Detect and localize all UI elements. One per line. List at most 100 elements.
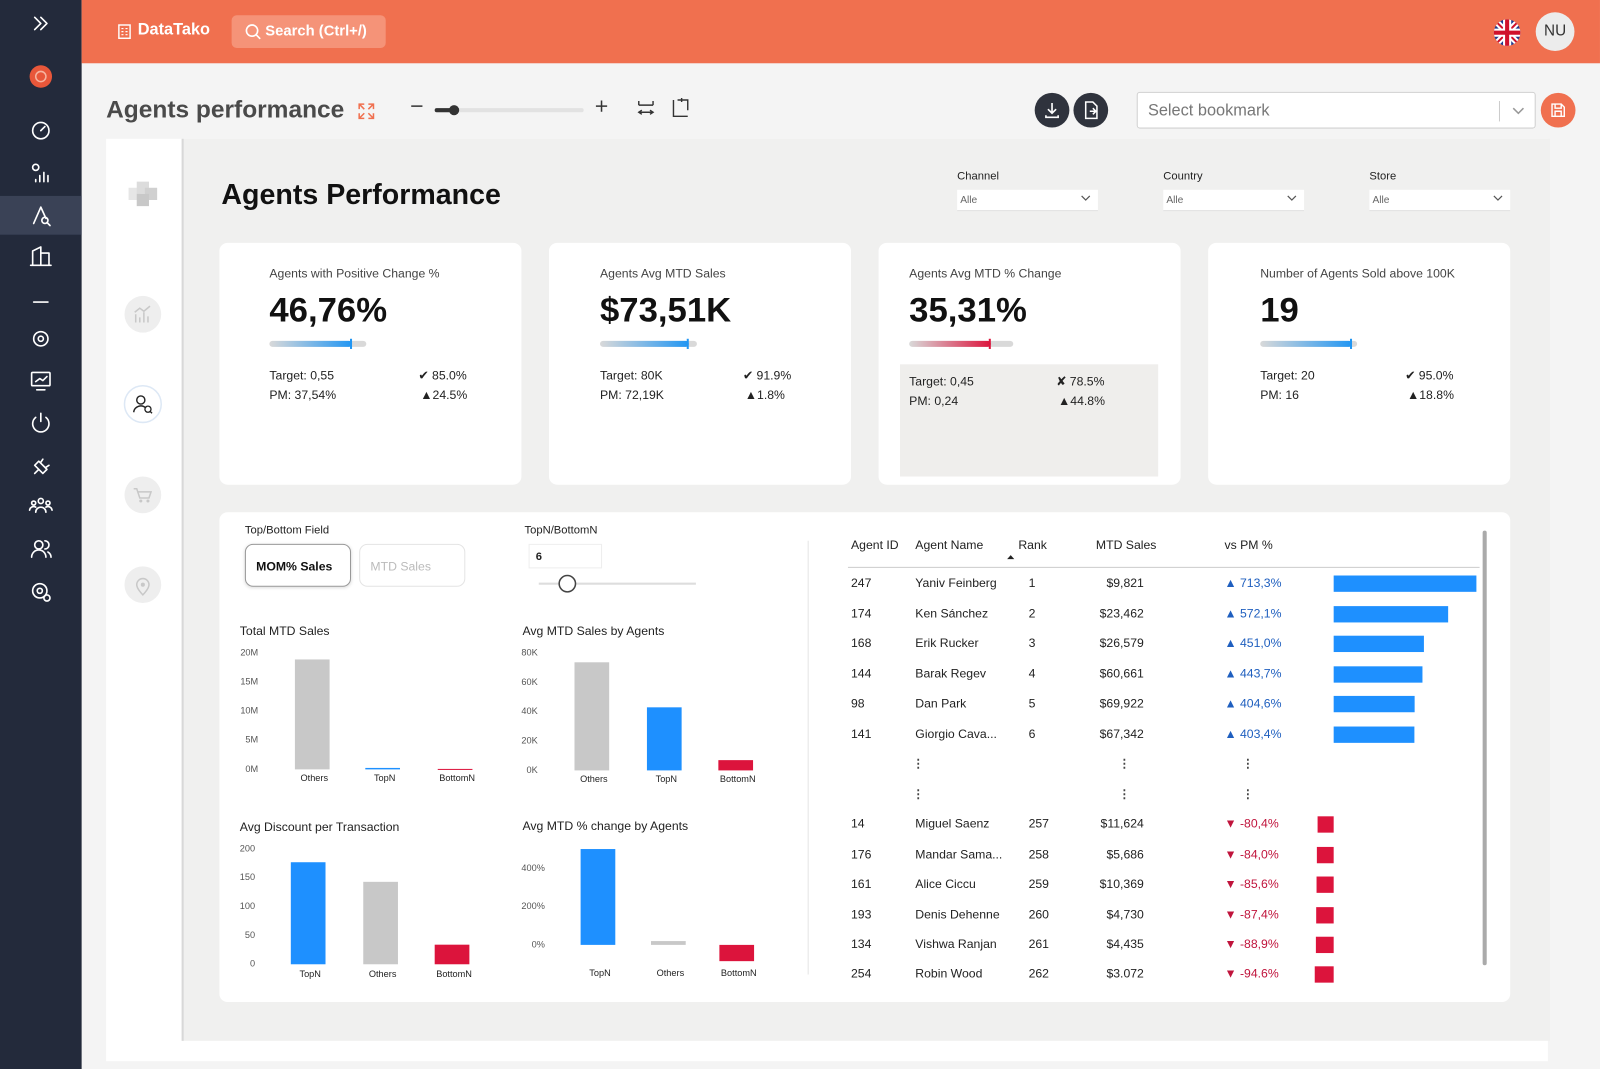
kpi-previous: PM: 37,54% bbox=[269, 387, 337, 403]
x-tick-label: Others bbox=[301, 773, 329, 783]
table-cell: 168 bbox=[851, 636, 872, 650]
nav-item[interactable] bbox=[29, 246, 52, 267]
chart-title: Avg Discount per Transaction bbox=[240, 820, 400, 834]
nav-item[interactable] bbox=[28, 497, 53, 514]
x-tick-label: BottomN bbox=[439, 773, 475, 783]
kpi-value: 46,76% bbox=[269, 290, 388, 330]
vs-pm-bar bbox=[1333, 726, 1415, 743]
report-nav-item[interactable] bbox=[124, 295, 162, 333]
nav-item[interactable] bbox=[31, 121, 50, 140]
nav-item[interactable] bbox=[32, 206, 51, 227]
user-avatar[interactable]: NU bbox=[1535, 12, 1575, 52]
nav-item[interactable] bbox=[33, 458, 50, 475]
bar bbox=[651, 941, 686, 945]
table-cell: ▼ -88,9% bbox=[1224, 937, 1278, 951]
table-cell: 261 bbox=[1029, 937, 1050, 951]
slicer-label: TopN/BottomN bbox=[524, 524, 598, 537]
table-cell: 6 bbox=[1029, 727, 1036, 741]
vs-pm-bar bbox=[1333, 575, 1477, 592]
kpi-title: Agents Avg MTD % Change bbox=[909, 266, 1062, 281]
brand: DataTako bbox=[137, 21, 211, 39]
scrollbar[interactable] bbox=[1482, 530, 1487, 966]
y-tick-label: 10M bbox=[240, 706, 258, 716]
y-tick-label: 5M bbox=[245, 735, 258, 745]
slider-knob[interactable] bbox=[558, 574, 577, 593]
kpi-previous: PM: 0,24 bbox=[909, 393, 959, 409]
table-cell: 247 bbox=[851, 576, 872, 590]
table-cell: Robin Wood bbox=[915, 967, 982, 981]
select-divider bbox=[1498, 101, 1500, 122]
y-tick-label: 100 bbox=[240, 901, 255, 911]
search-button[interactable]: Search (Ctrl+/) bbox=[231, 15, 386, 48]
detail-panel bbox=[219, 512, 1511, 1003]
download-button[interactable] bbox=[1034, 92, 1070, 128]
slicer-option[interactable]: MTD Sales bbox=[359, 543, 466, 587]
bookmark-select[interactable]: Select bookmark bbox=[1136, 91, 1536, 129]
vs-pm-bar bbox=[1316, 907, 1334, 924]
filter-dropdown[interactable]: Alle bbox=[957, 189, 1098, 212]
y-tick-label: 200 bbox=[240, 843, 255, 853]
report-nav-item[interactable] bbox=[124, 566, 162, 604]
table-cell: Dan Park bbox=[915, 696, 967, 710]
kpi-target: Target: 20 bbox=[1260, 368, 1315, 383]
bar bbox=[437, 768, 473, 770]
x-tick-label: TopN bbox=[299, 969, 320, 979]
fullscreen-icon[interactable] bbox=[357, 102, 375, 120]
table-cell: $5,686 bbox=[1106, 847, 1144, 861]
nav-item[interactable] bbox=[30, 539, 52, 558]
chevron bbox=[1286, 192, 1298, 207]
ellipsis: ⋮ bbox=[1242, 757, 1254, 771]
slicer-option[interactable]: MOM% Sales bbox=[244, 543, 352, 587]
table-cell: Denis Dehenne bbox=[915, 908, 1000, 922]
y-tick-label: 20K bbox=[521, 735, 538, 745]
nav-item[interactable] bbox=[32, 330, 49, 347]
language-flag[interactable] bbox=[1493, 18, 1522, 47]
nav-item[interactable] bbox=[31, 582, 51, 602]
bar bbox=[434, 944, 470, 965]
table-cell: 257 bbox=[1029, 817, 1050, 831]
table-cell: 254 bbox=[851, 967, 872, 981]
table-cell: $9,821 bbox=[1106, 576, 1144, 590]
ellipsis: ⋮ bbox=[912, 757, 924, 771]
table-cell: 144 bbox=[851, 667, 872, 681]
column-header: Rank bbox=[1018, 538, 1047, 552]
x-tick-label: TopN bbox=[656, 774, 677, 784]
nav-item[interactable] bbox=[30, 371, 51, 391]
report-nav-item[interactable] bbox=[124, 476, 162, 514]
zoom-control[interactable] bbox=[406, 94, 697, 125]
table-cell: 260 bbox=[1029, 908, 1050, 922]
kpi-progress bbox=[909, 340, 991, 347]
nav-item[interactable] bbox=[31, 412, 50, 433]
table-cell: $3.072 bbox=[1106, 967, 1144, 981]
ellipsis: ⋮ bbox=[1118, 787, 1130, 801]
filter-dropdown[interactable]: Alle bbox=[1163, 189, 1305, 212]
nav-item[interactable] bbox=[31, 163, 49, 183]
logo[interactable] bbox=[29, 65, 53, 88]
table-cell: ▲ 572,1% bbox=[1224, 607, 1281, 621]
filter-value: Alle bbox=[960, 194, 978, 207]
save-button[interactable] bbox=[1540, 92, 1576, 128]
brand-icon bbox=[118, 24, 131, 39]
kpi-progress-tick bbox=[349, 338, 352, 349]
kpi-title: Number of Agents Sold above 100K bbox=[1260, 266, 1455, 281]
export-button[interactable] bbox=[1073, 92, 1109, 128]
active-nav bbox=[0, 195, 82, 235]
expand-icon[interactable] bbox=[33, 16, 48, 31]
kpi-value: 19 bbox=[1260, 290, 1299, 330]
vs-pm-bar bbox=[1317, 816, 1334, 833]
y-tick-label: 15M bbox=[240, 677, 258, 687]
column-header: Agent ID bbox=[851, 538, 899, 552]
kpi-card bbox=[1208, 242, 1511, 485]
filter-dropdown[interactable]: Alle bbox=[1369, 189, 1511, 212]
table-cell: 98 bbox=[851, 696, 865, 710]
n-input[interactable]: 6 bbox=[528, 543, 603, 569]
table-cell: $4,435 bbox=[1106, 937, 1144, 951]
kpi-progress bbox=[269, 340, 352, 347]
report-nav-item[interactable] bbox=[123, 384, 162, 424]
table-cell: ▼ -94.6% bbox=[1224, 967, 1278, 981]
table-cell: 5 bbox=[1029, 696, 1036, 710]
kpi-card bbox=[219, 242, 522, 485]
chart-title: Total MTD Sales bbox=[240, 624, 330, 638]
vs-pm-bar bbox=[1315, 936, 1334, 954]
